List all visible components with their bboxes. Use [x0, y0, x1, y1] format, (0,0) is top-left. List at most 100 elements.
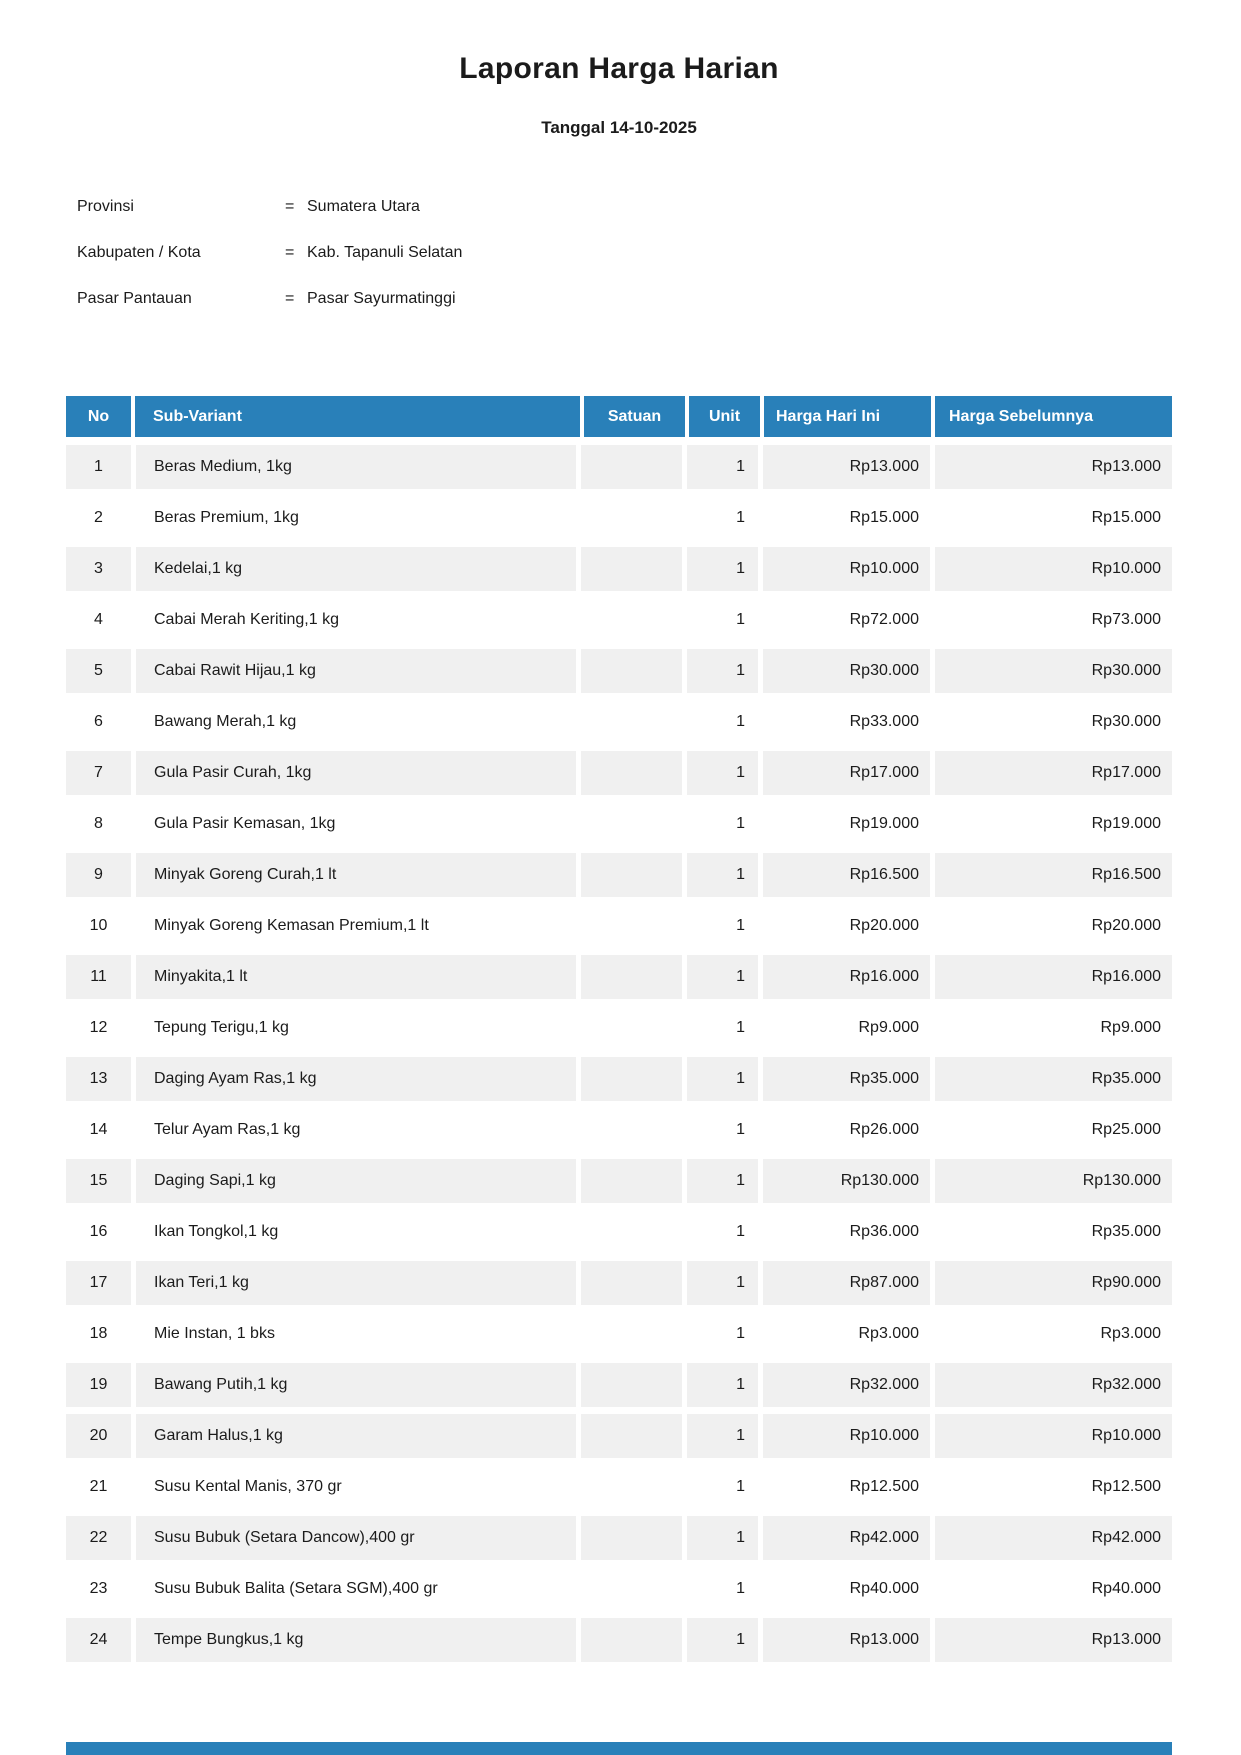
- cell-no: 13: [66, 1057, 131, 1101]
- table-row: 7 Gula Pasir Curah, 1kg 1 Rp17.000 Rp17.…: [66, 751, 1172, 795]
- cell-harga-sebelumnya: Rp13.000: [935, 1618, 1172, 1662]
- cell-sub-variant: Minyak Goreng Kemasan Premium,1 lt: [136, 904, 576, 948]
- table-header-cell-satuan: Satuan: [584, 396, 685, 437]
- table-row: 21 Susu Kental Manis, 370 gr 1 Rp12.500 …: [66, 1465, 1172, 1509]
- table-header-cell-no: No: [66, 396, 131, 437]
- cell-unit: 1: [687, 904, 758, 948]
- cell-harga-sebelumnya: Rp35.000: [935, 1210, 1172, 1254]
- cell-harga-hari-ini: Rp3.000: [763, 1312, 930, 1356]
- cell-harga-hari-ini: Rp87.000: [763, 1261, 930, 1305]
- cell-sub-variant: Beras Premium, 1kg: [136, 496, 576, 540]
- table-row: 23 Susu Bubuk Balita (Setara SGM),400 gr…: [66, 1567, 1172, 1611]
- cell-no: 19: [66, 1363, 131, 1407]
- cell-harga-hari-ini: Rp13.000: [763, 445, 930, 489]
- cell-satuan: [581, 496, 682, 540]
- table-body: 1 Beras Medium, 1kg 1 Rp13.000 Rp13.000 …: [66, 445, 1172, 1662]
- cell-no: 24: [66, 1618, 131, 1662]
- table-row: 17 Ikan Teri,1 kg 1 Rp87.000 Rp90.000: [66, 1261, 1172, 1305]
- cell-unit: 1: [687, 1312, 758, 1356]
- table-header-cell-harga-sebelumnya: Harga Sebelumnya: [935, 396, 1172, 437]
- table-row: 5 Cabai Rawit Hijau,1 kg 1 Rp30.000 Rp30…: [66, 649, 1172, 693]
- cell-satuan: [581, 598, 682, 642]
- report-date: Tanggal 14-10-2025: [541, 118, 697, 137]
- cell-harga-hari-ini: Rp20.000: [763, 904, 930, 948]
- info-value: Sumatera Utara: [307, 198, 420, 215]
- cell-satuan: [581, 1516, 682, 1560]
- cell-harga-hari-ini: Rp35.000: [763, 1057, 930, 1101]
- cell-harga-hari-ini: Rp72.000: [763, 598, 930, 642]
- cell-unit: 1: [687, 1210, 758, 1254]
- cell-satuan: [581, 904, 682, 948]
- cell-harga-sebelumnya: Rp32.000: [935, 1363, 1172, 1407]
- cell-satuan: [581, 1108, 682, 1152]
- table-header-cell-harga-hari-ini: Harga Hari Ini: [764, 396, 931, 437]
- cell-sub-variant: Telur Ayam Ras,1 kg: [136, 1108, 576, 1152]
- table-row: 6 Bawang Merah,1 kg 1 Rp33.000 Rp30.000: [66, 700, 1172, 744]
- table-header-row: No Sub-Variant Satuan Unit Harga Hari In…: [66, 396, 1172, 437]
- cell-harga-hari-ini: Rp17.000: [763, 751, 930, 795]
- cell-satuan: [581, 1618, 682, 1662]
- cell-unit: 1: [687, 955, 758, 999]
- table-header-cell-unit: Unit: [689, 396, 760, 437]
- cell-harga-sebelumnya: Rp10.000: [935, 547, 1172, 591]
- info-value: Kab. Tapanuli Selatan: [307, 244, 463, 261]
- cell-harga-sebelumnya: Rp13.000: [935, 445, 1172, 489]
- cell-unit: 1: [687, 853, 758, 897]
- info-label: Kabupaten / Kota: [77, 244, 201, 261]
- cell-sub-variant: Susu Bubuk (Setara Dancow),400 gr: [136, 1516, 576, 1560]
- cell-no: 10: [66, 904, 131, 948]
- cell-harga-sebelumnya: Rp35.000: [935, 1057, 1172, 1101]
- cell-harga-hari-ini: Rp19.000: [763, 802, 930, 846]
- cell-unit: 1: [687, 649, 758, 693]
- cell-harga-sebelumnya: Rp16.500: [935, 853, 1172, 897]
- table-row: 22 Susu Bubuk (Setara Dancow),400 gr 1 R…: [66, 1516, 1172, 1560]
- cell-no: 14: [66, 1108, 131, 1152]
- cell-harga-sebelumnya: Rp20.000: [935, 904, 1172, 948]
- cell-no: 7: [66, 751, 131, 795]
- cell-sub-variant: Daging Ayam Ras,1 kg: [136, 1057, 576, 1101]
- cell-satuan: [581, 1312, 682, 1356]
- cell-harga-sebelumnya: Rp130.000: [935, 1159, 1172, 1203]
- table-row: 3 Kedelai,1 kg 1 Rp10.000 Rp10.000: [66, 547, 1172, 591]
- report-info-block: Provinsi = Sumatera Utara Kabupaten / Ko…: [66, 198, 1172, 336]
- cell-no: 9: [66, 853, 131, 897]
- cell-harga-sebelumnya: Rp73.000: [935, 598, 1172, 642]
- cell-no: 12: [66, 1006, 131, 1050]
- cell-harga-sebelumnya: Rp30.000: [935, 649, 1172, 693]
- table-row: 11 Minyakita,1 lt 1 Rp16.000 Rp16.000: [66, 955, 1172, 999]
- cell-sub-variant: Gula Pasir Curah, 1kg: [136, 751, 576, 795]
- table-row: 15 Daging Sapi,1 kg 1 Rp130.000 Rp130.00…: [66, 1159, 1172, 1203]
- cell-sub-variant: Cabai Merah Keriting,1 kg: [136, 598, 576, 642]
- cell-unit: 1: [687, 1618, 758, 1662]
- cell-harga-hari-ini: Rp42.000: [763, 1516, 930, 1560]
- cell-harga-hari-ini: Rp40.000: [763, 1567, 930, 1611]
- cell-unit: 1: [687, 1414, 758, 1458]
- cell-unit: 1: [687, 1567, 758, 1611]
- cell-harga-hari-ini: Rp10.000: [763, 1414, 930, 1458]
- cell-harga-hari-ini: Rp16.500: [763, 853, 930, 897]
- cell-harga-sebelumnya: Rp40.000: [935, 1567, 1172, 1611]
- equals-sign: =: [285, 244, 295, 261]
- cell-harga-hari-ini: Rp12.500: [763, 1465, 930, 1509]
- cell-unit: 1: [687, 1261, 758, 1305]
- cell-satuan: [581, 700, 682, 744]
- cell-satuan: [581, 1159, 682, 1203]
- cell-unit: 1: [687, 1363, 758, 1407]
- table-row: 1 Beras Medium, 1kg 1 Rp13.000 Rp13.000: [66, 445, 1172, 489]
- cell-satuan: [581, 445, 682, 489]
- cell-harga-hari-ini: Rp36.000: [763, 1210, 930, 1254]
- cell-no: 3: [66, 547, 131, 591]
- cell-unit: 1: [687, 1108, 758, 1152]
- cell-unit: 1: [687, 700, 758, 744]
- cell-harga-hari-ini: Rp130.000: [763, 1159, 930, 1203]
- cell-sub-variant: Tempe Bungkus,1 kg: [136, 1618, 576, 1662]
- cell-sub-variant: Susu Bubuk Balita (Setara SGM),400 gr: [136, 1567, 576, 1611]
- table-row: 9 Minyak Goreng Curah,1 lt 1 Rp16.500 Rp…: [66, 853, 1172, 897]
- report-page: Laporan Harga Harian Tanggal 14-10-2025 …: [66, 52, 1172, 1662]
- table-row: 10 Minyak Goreng Kemasan Premium,1 lt 1 …: [66, 904, 1172, 948]
- cell-no: 1: [66, 445, 131, 489]
- cell-sub-variant: Gula Pasir Kemasan, 1kg: [136, 802, 576, 846]
- cell-no: 17: [66, 1261, 131, 1305]
- cell-sub-variant: Kedelai,1 kg: [136, 547, 576, 591]
- cell-unit: 1: [687, 1465, 758, 1509]
